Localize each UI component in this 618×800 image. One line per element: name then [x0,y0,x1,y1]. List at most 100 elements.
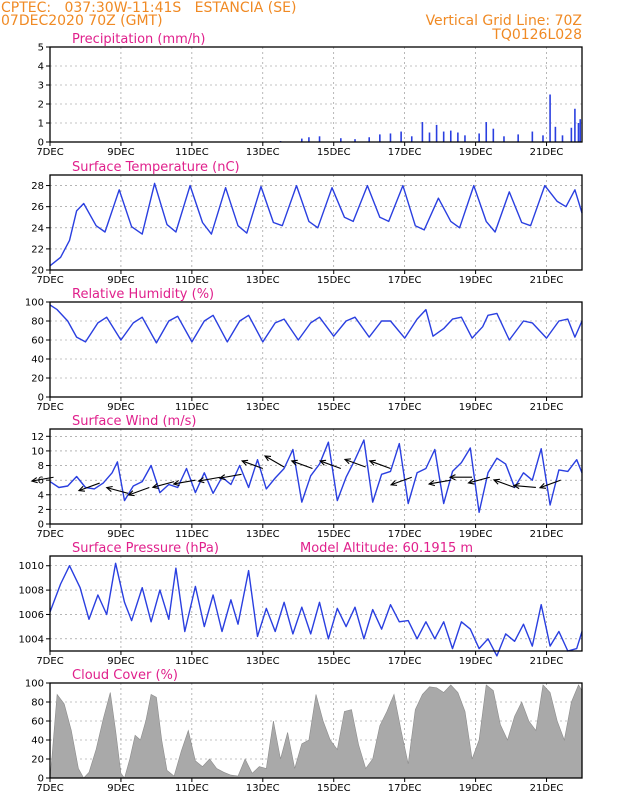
wind-vector-arrow [427,479,451,487]
wind-vector-arrow [512,482,536,490]
wind-vector-head [240,459,249,466]
wind-vector-arrow [448,474,473,481]
wind-vector-arrow [151,481,175,489]
wind-vector-arrow [77,482,100,492]
wind-vector-shaft [219,473,242,479]
temperature-ytick-label: 24 [31,223,44,234]
station-header: CPTEC: 037:30W-11:41S ESTANCIA (SE) [1,0,297,16]
cloud-cover-ytick-label: 60 [31,717,44,728]
humidity-xtick-label: 11DEC [175,402,209,413]
humidity-xtick-label: 21DEC [530,402,564,413]
pressure-ytick-label: 1004 [19,634,44,645]
precipitation-xtick-label: 19DEC [459,147,493,158]
pressure-ytick-label: 1010 [19,561,44,572]
cloud-cover-ytick-label: 20 [31,755,44,766]
wind-vector-head [151,482,159,489]
wind-vector-arrow [172,479,196,487]
precipitation-ytick-label: 4 [38,62,44,73]
temperature-xtick-label: 11DEC [175,275,209,286]
humidity-ytick-label: 80 [31,317,44,328]
wind-vector-head [218,474,226,481]
wind-panel: 0 2 4 6 8 10 12 7DEC 9DEC 11DEC 13DEC 15DEC 17DEC 19D… [30,414,583,540]
wind-vector-arrow [368,459,391,469]
wind-series-line [49,439,583,513]
pressure-panel: 1004 1006 1008 1010 7DEC 9DEC 11DEC 13DEC 15DEC 1… [19,541,583,667]
pressure-xtick-label: 11DEC [175,656,209,667]
temperature-series-line [49,182,583,267]
wind-vector-shaft [291,460,313,469]
wind-vector-arrow [127,486,150,497]
wind-vector-head [127,490,135,497]
wind-vector-head [290,459,298,466]
pressure-series-line [49,562,583,657]
wind-vector-head [105,485,113,492]
pressure-xtick-label: 17DEC [388,656,422,667]
wind-vector-arrow [492,478,515,488]
precipitation-xtick-label: 7DEC [36,147,63,158]
wind-vector-arrow [389,476,412,486]
wind-vector-arrow [240,459,263,469]
wind-vector-arrow [197,476,221,484]
wind-vector-shaft [264,455,285,468]
wind-xtick-label: 13DEC [246,529,280,540]
cloud-cover-frame [49,682,583,779]
cloud-cover-panel: 0 20 40 60 80 100 7DEC 9DEC 11DEC 13DEC 15DEC 17DEC… [25,668,583,794]
wind-vector-arrow [105,485,129,494]
wind-vector-head [172,480,180,487]
wind-vector-shaft [539,479,561,489]
cloud-cover-xtick-label: 7DEC [36,783,63,794]
wind-vector-arrow [290,459,313,469]
cloud-cover-ytick-label: 80 [31,698,44,709]
wind-vector-shaft [513,484,536,489]
pressure-xtick-label: 13DEC [246,656,280,667]
humidity-xtick-label: 13DEC [246,402,280,413]
wind-vector-head [538,482,547,489]
wind-frame [49,428,583,525]
cloud-cover-xtick-label: 17DEC [388,783,422,794]
wind-vector-arrow [263,455,285,468]
precipitation-xtick-label: 13DEC [246,147,280,158]
temperature-xtick-label: 13DEC [246,275,280,286]
wind-vector-head [318,459,327,466]
humidity-xtick-label: 15DEC [317,402,351,413]
cloud-cover-xtick-label: 19DEC [459,783,493,794]
wind-ytick-label: 10 [31,446,44,457]
cloud-cover-xtick-label: 15DEC [317,783,351,794]
wind-ytick-label: 12 [31,432,44,443]
humidity-ytick-label: 0 [38,393,44,404]
wind-vector-shaft [468,476,490,484]
humidity-ytick-label: 40 [31,355,44,366]
humidity-series-line [49,304,583,344]
wind-xtick-label: 21DEC [530,529,564,540]
wind-vector-arrow [218,473,242,481]
precipitation-frame [49,46,583,143]
cloud-cover-ytick-label: 100 [25,679,44,690]
humidity-frame [49,301,583,398]
pressure-xtick-label: 7DEC [36,656,63,667]
humidity-xtick-label: 7DEC [36,402,63,413]
cloud-cover-xtick-label: 11DEC [175,783,209,794]
wind-vector-head [343,458,352,465]
wind-vector-arrow [467,476,490,485]
cloud-cover-area [49,684,583,779]
temperature-xtick-label: 15DEC [317,275,351,286]
pressure-title: Surface Pressure (hPa) [72,541,219,556]
wind-vector-shaft [152,481,175,488]
humidity-ytick-label: 60 [31,336,44,347]
wind-vector-shaft [173,479,196,485]
pressure-xtick-label: 15DEC [317,656,351,667]
precipitation-title: Precipitation (mm/h) [72,32,205,47]
precipitation-xtick-label: 11DEC [175,147,209,158]
wind-vector-head [30,477,38,484]
cloud-cover-xtick-label: 21DEC [530,783,564,794]
wind-vector-head [197,477,205,484]
precipitation-ytick-label: 2 [38,100,44,111]
wind-ytick-label: 8 [38,461,44,472]
temperature-xtick-label: 17DEC [388,275,422,286]
cloud-cover-ytick-label: 0 [38,774,44,785]
wind-vector-shaft [106,487,129,494]
wind-vector-shaft [128,486,150,496]
precipitation-ytick-label: 3 [38,81,44,92]
cloud-cover-xtick-label: 9DEC [107,783,134,794]
